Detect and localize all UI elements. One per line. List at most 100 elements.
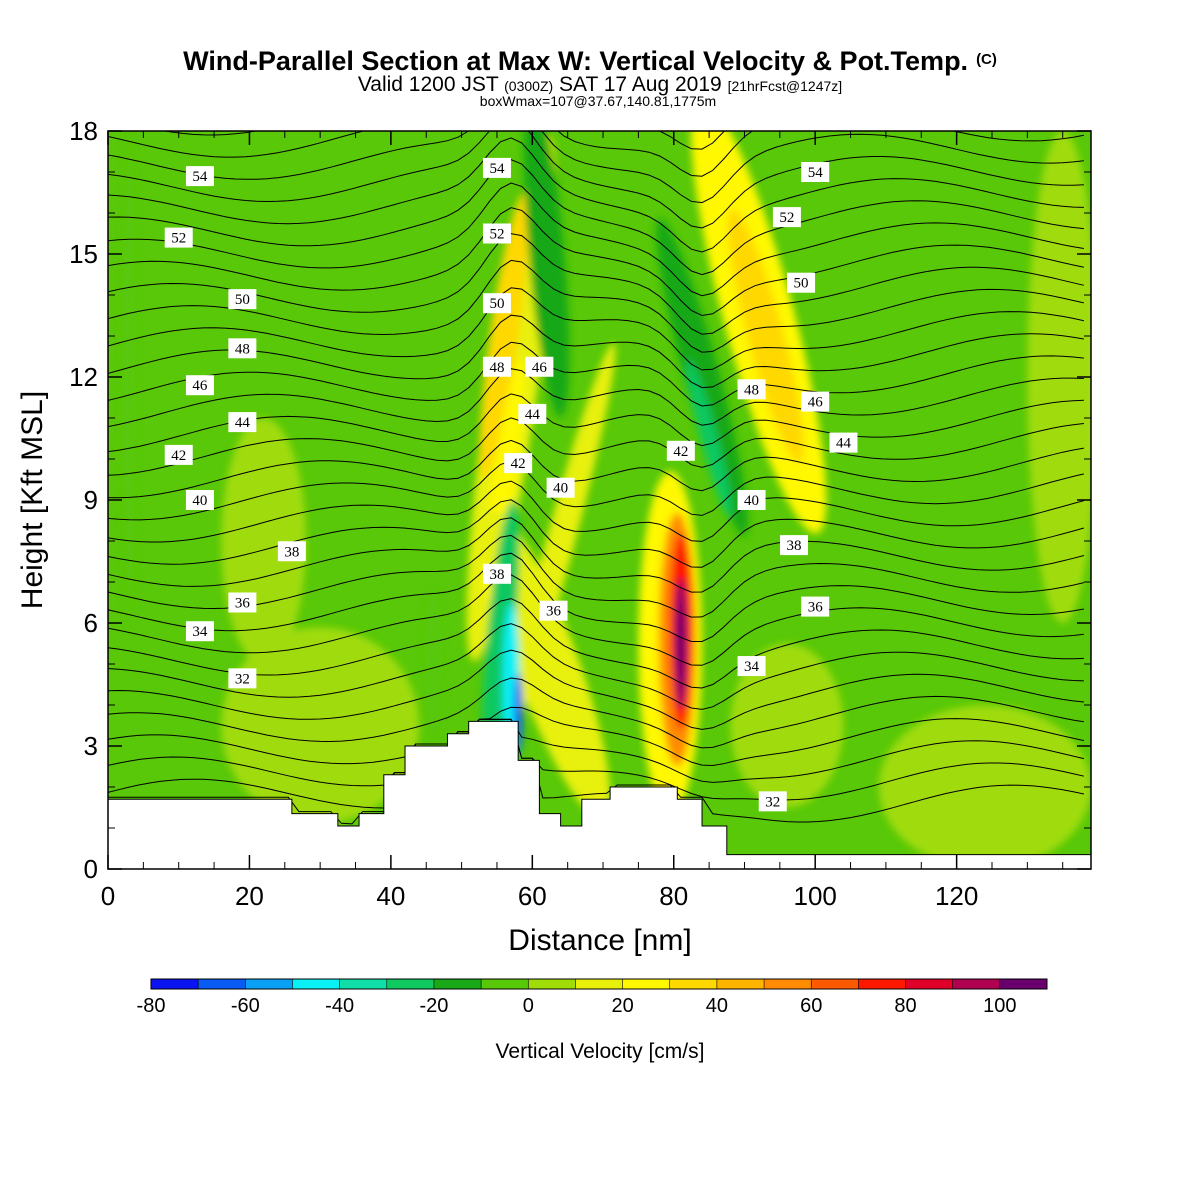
theta-label-23: 48 bbox=[737, 379, 766, 400]
y-tick-label: 15 bbox=[69, 239, 98, 269]
x-tick-label: 60 bbox=[518, 881, 547, 911]
theta-label-text: 38 bbox=[786, 538, 801, 554]
theta-label-4: 46 bbox=[185, 375, 214, 396]
theta-contour-line-22 bbox=[108, 259, 1085, 353]
colorbar-frame bbox=[150, 978, 1048, 990]
theta-contour-line-20 bbox=[108, 314, 1084, 389]
colorbar-tick-label: -80 bbox=[137, 995, 166, 1017]
x-tick-label: 120 bbox=[935, 881, 978, 911]
theta-label-text: 34 bbox=[744, 659, 760, 675]
plot-area: 54 52 50 48 46 44 42 40 38 36 34 32 54 52 50 48 46 44 42 40… bbox=[108, 131, 1091, 869]
colorbar-swatch-9 bbox=[575, 979, 624, 989]
theta-contour-line-17 bbox=[108, 393, 1084, 453]
colorbar-swatch-1 bbox=[198, 979, 246, 989]
theta-contour-line-18 bbox=[108, 368, 1084, 428]
colorbar-swatch-5 bbox=[386, 979, 435, 989]
colorbar-swatch-13 bbox=[764, 979, 812, 989]
colorbar-swatch-16 bbox=[905, 979, 954, 989]
y-tick-label: 9 bbox=[84, 485, 98, 515]
theta-label-text: 38 bbox=[284, 544, 299, 560]
w-feature-19 bbox=[221, 627, 420, 824]
theta-label-6: 42 bbox=[164, 444, 193, 465]
chart-subtitle-2: boxWmax=107@37.67,140.81,1775m bbox=[480, 93, 716, 109]
w-feature-22 bbox=[221, 418, 307, 664]
theta-label-30: 32 bbox=[758, 791, 787, 812]
theta-contour-line-0 bbox=[108, 718, 1085, 825]
theta-label-8: 38 bbox=[277, 541, 306, 562]
colorbar-swatch-14 bbox=[811, 979, 859, 989]
theta-contour-line-19 bbox=[108, 341, 1084, 407]
theta-label-text: 48 bbox=[235, 341, 250, 357]
theta-label-text: 32 bbox=[235, 671, 250, 687]
theta-contour-line-7 bbox=[108, 598, 1084, 689]
w-feature-10 bbox=[675, 577, 687, 710]
theta-contour-line-25 bbox=[108, 182, 1084, 297]
theta-label-29: 34 bbox=[737, 656, 766, 677]
subtitle-fcst: [21hrFcst@1247z] bbox=[728, 78, 843, 94]
theta-label-text: 54 bbox=[489, 161, 505, 177]
theta-label-1: 52 bbox=[164, 227, 193, 248]
x-tick-label: 80 bbox=[659, 881, 688, 911]
theta-label-25: 44 bbox=[829, 432, 858, 453]
theta-label-20: 38 bbox=[482, 563, 511, 584]
theta-label-text: 36 bbox=[808, 600, 824, 616]
theta-label-27: 38 bbox=[779, 535, 808, 556]
y-axis-label: Height [Kft MSL] bbox=[16, 391, 49, 609]
theta-label-12: 54 bbox=[482, 157, 511, 178]
colorbar-swatch-2 bbox=[245, 979, 293, 989]
theta-contour-line-8 bbox=[108, 574, 1084, 666]
theta-contour-line-4 bbox=[108, 677, 1084, 749]
x-tick-label: 20 bbox=[235, 881, 264, 911]
w-feature-21 bbox=[1027, 131, 1091, 623]
colorbar-tick-label: 100 bbox=[983, 995, 1016, 1017]
subtitle-valid: Valid 1200 JST bbox=[358, 73, 499, 96]
colorbar-label: Vertical Velocity [cm/s] bbox=[496, 1040, 705, 1063]
theta-contour-line-27 bbox=[108, 137, 1084, 253]
theta-label-text: 42 bbox=[673, 444, 688, 460]
theta-label-text: 42 bbox=[171, 448, 186, 464]
colorbar-swatch-6 bbox=[433, 979, 482, 989]
theta-contour-line-15 bbox=[108, 439, 1084, 499]
theta-contour-line-5 bbox=[108, 649, 1084, 730]
theta-label-text: 48 bbox=[489, 360, 504, 376]
terrain bbox=[108, 720, 1091, 869]
colorbar-swatch-3 bbox=[292, 979, 341, 989]
theta-label-3: 48 bbox=[228, 338, 257, 359]
colorbar-tick-label: 80 bbox=[894, 995, 916, 1017]
theta-label-text: 40 bbox=[744, 493, 759, 509]
theta-label-text: 52 bbox=[779, 210, 794, 226]
theta-contour-line-1 bbox=[108, 718, 1085, 809]
theta-label-24: 46 bbox=[801, 391, 830, 412]
colorbar-tick-label: -20 bbox=[419, 995, 448, 1017]
colorbar-swatch-18 bbox=[999, 979, 1048, 989]
theta-contour-line-16 bbox=[108, 417, 1084, 476]
theta-contour-line-3 bbox=[108, 706, 1085, 767]
theta-label-28: 36 bbox=[801, 596, 830, 617]
theta-label-10: 34 bbox=[185, 621, 214, 642]
theta-contour-line-14 bbox=[108, 460, 1085, 521]
theta-label-text: 50 bbox=[794, 276, 809, 292]
theta-label-text: 50 bbox=[235, 292, 250, 308]
theta-contour-line-12 bbox=[108, 499, 1085, 568]
theta-label-text: 46 bbox=[808, 395, 824, 411]
w-feature-1 bbox=[479, 193, 529, 479]
y-tick-label: 0 bbox=[84, 854, 98, 884]
theta-contour-line-21 bbox=[108, 287, 1085, 371]
theta-label-text: 40 bbox=[192, 493, 207, 509]
chart-title-text: Wind-Parallel Section at Max W: Vertical… bbox=[183, 46, 968, 76]
w-feature-16 bbox=[686, 359, 732, 518]
w-feature-15 bbox=[656, 218, 748, 536]
colorbar-swatch-10 bbox=[622, 979, 671, 989]
colorbar-tick-label: -40 bbox=[325, 995, 354, 1017]
theta-contour-line-26 bbox=[108, 159, 1084, 276]
potential-temperature-contours bbox=[108, 131, 1085, 825]
theta-contour-line-30 bbox=[108, 131, 1084, 177]
theta-contour-line-10 bbox=[108, 534, 1085, 618]
colorbar-tick-label: 0 bbox=[523, 995, 534, 1017]
colorbar-swatch-8 bbox=[528, 979, 576, 989]
theta-label-text: 32 bbox=[765, 794, 780, 810]
vertical-velocity-field bbox=[123, 131, 1091, 869]
w-feature-17 bbox=[123, 131, 135, 623]
